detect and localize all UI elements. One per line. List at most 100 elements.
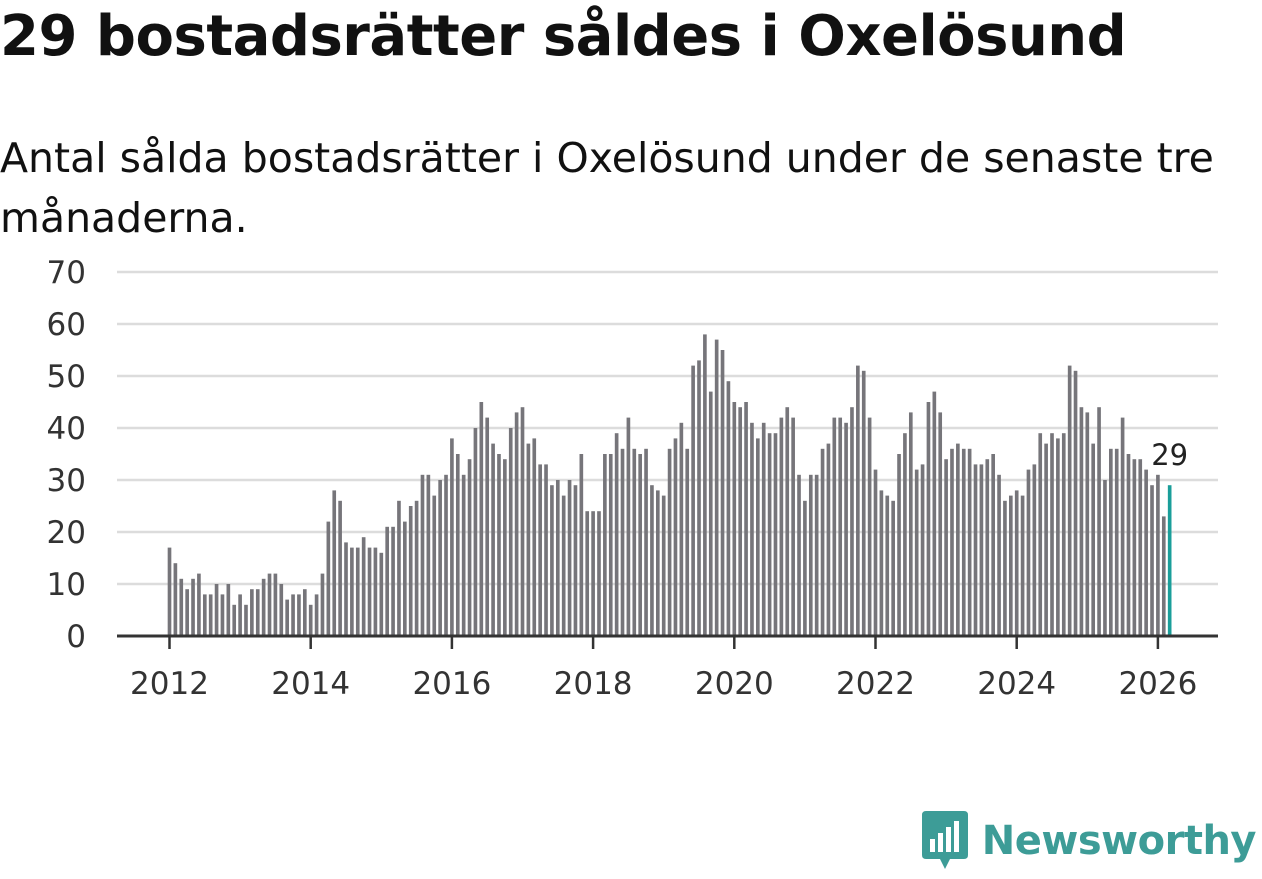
bar bbox=[1026, 469, 1031, 636]
bar bbox=[732, 402, 737, 636]
bar bbox=[1008, 495, 1013, 636]
bar bbox=[373, 547, 378, 636]
bar bbox=[555, 480, 560, 636]
bar bbox=[832, 417, 837, 636]
bar bbox=[685, 448, 690, 636]
bar bbox=[667, 448, 672, 636]
bar bbox=[703, 334, 707, 636]
bar bbox=[503, 459, 507, 636]
bar bbox=[567, 480, 572, 636]
bar bbox=[1067, 365, 1072, 636]
bar bbox=[526, 443, 531, 636]
y-axis-ticks: 0 10 20 30 40 50 60 70 bbox=[47, 255, 86, 655]
bar bbox=[267, 573, 272, 636]
bar bbox=[673, 438, 678, 636]
bar bbox=[408, 506, 413, 636]
bar bbox=[585, 511, 590, 636]
bar bbox=[520, 407, 525, 636]
y-tick-label: 40 bbox=[47, 411, 86, 447]
chart-title: 29 bostadsrätter såldes i Oxelösund bbox=[0, 4, 1127, 69]
newsworthy-logo[interactable]: Newsworthy bbox=[920, 811, 1257, 871]
bar bbox=[956, 443, 960, 636]
bar bbox=[655, 490, 660, 636]
bar bbox=[726, 381, 731, 636]
bar bbox=[308, 604, 313, 636]
bar bbox=[579, 454, 584, 636]
newsworthy-logo-icon bbox=[921, 811, 968, 869]
bar bbox=[691, 365, 695, 636]
bar bbox=[1126, 454, 1131, 636]
bar bbox=[385, 526, 390, 636]
bar bbox=[920, 464, 925, 636]
bar bbox=[961, 448, 966, 636]
bar bbox=[932, 391, 937, 636]
bar bbox=[297, 594, 301, 636]
bar bbox=[467, 459, 472, 636]
bar bbox=[426, 474, 431, 636]
bar bbox=[261, 578, 266, 636]
bar bbox=[638, 454, 642, 636]
bar bbox=[679, 422, 684, 636]
x-tick-label: 2020 bbox=[695, 666, 774, 702]
bar bbox=[856, 365, 860, 636]
bar bbox=[414, 500, 419, 636]
bar bbox=[508, 428, 513, 636]
y-tick-label: 70 bbox=[47, 255, 86, 291]
y-tick-label: 10 bbox=[47, 567, 86, 603]
x-tick-label: 2012 bbox=[130, 666, 209, 702]
bar bbox=[991, 454, 995, 636]
bar bbox=[544, 464, 548, 636]
bar bbox=[985, 459, 990, 636]
bar bbox=[1073, 370, 1078, 636]
bar bbox=[1014, 490, 1019, 636]
bar bbox=[514, 412, 519, 636]
bar bbox=[897, 454, 901, 636]
bar bbox=[573, 485, 578, 636]
bar bbox=[997, 474, 1001, 636]
bar bbox=[873, 469, 878, 636]
bar bbox=[332, 490, 337, 636]
bar bbox=[914, 469, 919, 636]
bar bbox=[950, 448, 954, 636]
bar bbox=[626, 417, 631, 636]
y-tick-label: 0 bbox=[66, 619, 86, 655]
bar bbox=[1091, 443, 1096, 636]
bar bbox=[926, 402, 931, 636]
bar bbox=[903, 433, 907, 636]
bar bbox=[197, 573, 201, 636]
bar bbox=[1085, 412, 1090, 636]
bar bbox=[279, 584, 284, 636]
bar bbox=[938, 412, 943, 636]
bar bbox=[314, 594, 319, 636]
bar bbox=[355, 547, 360, 636]
bar bbox=[820, 448, 825, 636]
bar bbox=[714, 339, 719, 636]
bar bbox=[320, 573, 325, 636]
bar bbox=[1109, 448, 1113, 636]
bar bbox=[773, 433, 778, 636]
bar bbox=[538, 464, 542, 636]
chart-subtitle: Antal sålda bostadsrätter i Oxelösund un… bbox=[0, 134, 1214, 242]
bar bbox=[250, 589, 254, 636]
bar bbox=[191, 578, 195, 636]
bar bbox=[214, 584, 219, 636]
bar bbox=[167, 547, 172, 636]
bar bbox=[608, 454, 613, 636]
bar bbox=[632, 448, 637, 636]
bar bbox=[1103, 480, 1107, 636]
x-tick-label: 2018 bbox=[554, 666, 633, 702]
bar bbox=[1150, 485, 1154, 636]
highlight-value-label: 29 bbox=[1151, 438, 1188, 472]
x-tick-label: 2016 bbox=[412, 666, 491, 702]
bar bbox=[1061, 433, 1066, 636]
bar bbox=[1032, 464, 1037, 636]
x-tick-label: 2026 bbox=[1118, 666, 1197, 702]
bar bbox=[444, 474, 448, 636]
bar bbox=[750, 422, 754, 636]
bar bbox=[326, 521, 331, 636]
bar-highlight bbox=[1167, 485, 1172, 636]
bar bbox=[244, 604, 248, 636]
y-tick-label: 30 bbox=[47, 463, 86, 499]
bar bbox=[491, 443, 495, 636]
bar bbox=[497, 454, 501, 636]
